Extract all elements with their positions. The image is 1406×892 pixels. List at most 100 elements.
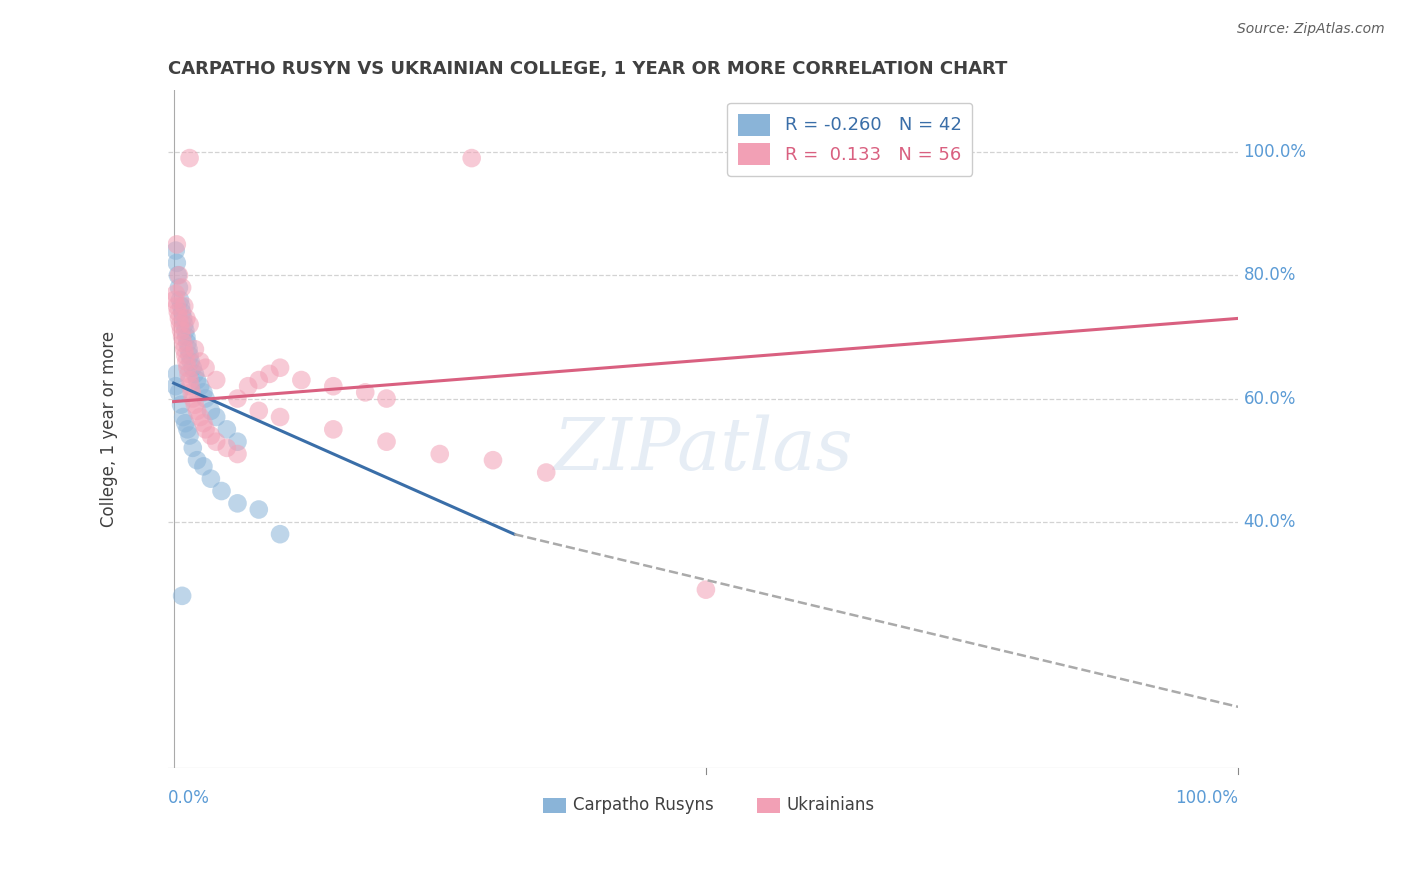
Point [188,354,211,368]
Point [429,447,451,461]
Text: Source: ZipAtlas.com: Source: ZipAtlas.com [1237,22,1385,37]
Point [460,151,482,165]
Point [173,342,195,356]
Point [226,434,249,449]
Point [269,410,291,425]
Point [193,459,215,474]
Point [170,299,193,313]
Point [176,422,198,436]
Point [177,367,200,381]
Point [173,318,195,332]
Point [176,354,198,368]
Legend: R = -0.260   N = 42, R =  0.133   N = 56: R = -0.260 N = 42, R = 0.133 N = 56 [727,103,973,176]
Point [165,379,187,393]
Point [226,496,249,510]
Point [176,336,198,351]
Point [215,422,238,436]
Point [174,348,197,362]
Point [172,410,194,425]
Point [200,472,222,486]
Point [269,360,291,375]
Point [176,360,198,375]
Point [170,398,193,412]
Point [193,385,215,400]
Point [165,286,187,301]
Text: College, 1 year or more: College, 1 year or more [100,331,118,527]
Point [188,379,211,393]
Text: 100.0%: 100.0% [1175,789,1239,807]
Point [167,268,190,283]
Point [322,379,344,393]
Point [322,422,344,436]
Point [186,373,208,387]
Point [172,330,194,344]
Point [174,324,197,338]
Text: 0.0%: 0.0% [169,789,209,807]
Point [174,416,197,430]
Point [180,354,202,368]
Point [194,422,217,436]
Point [163,293,186,307]
Text: 80.0%: 80.0% [1243,266,1296,285]
Point [179,373,201,387]
Point [354,385,377,400]
Point [247,373,270,387]
Point [179,318,201,332]
Point [259,367,281,381]
Point [200,428,222,442]
Point [186,404,208,418]
Point [211,483,233,498]
Point [375,434,398,449]
Point [695,582,717,597]
Point [205,410,228,425]
Point [170,324,193,338]
Point [172,589,194,603]
Point [166,256,188,270]
Point [184,367,207,381]
Point [186,453,208,467]
Point [205,434,228,449]
Point [247,404,270,418]
Bar [756,797,780,813]
Point [172,311,194,326]
Point [167,268,190,283]
Point [269,527,291,541]
Point [215,441,238,455]
Text: Carpatho Rusyns: Carpatho Rusyns [572,796,713,814]
Point [177,342,200,356]
Text: Ukrainians: Ukrainians [787,796,875,814]
Point [167,305,190,319]
Text: 60.0%: 60.0% [1243,390,1296,408]
Point [179,151,201,165]
Point [226,447,249,461]
Point [179,428,201,442]
Point [181,392,204,406]
Point [169,318,191,332]
Point [236,379,259,393]
Point [534,466,557,480]
Point [180,379,202,393]
Point [226,392,249,406]
Point [184,398,207,412]
Point [167,385,190,400]
Point [194,360,217,375]
Point [188,410,211,425]
Point [172,280,194,294]
Bar [543,797,567,813]
Point [176,330,198,344]
Point [200,404,222,418]
Point [176,311,198,326]
Point [166,299,188,313]
Point [167,280,190,294]
Point [184,342,207,356]
Point [482,453,505,467]
Point [290,373,312,387]
Point [247,502,270,516]
Text: ZIPatlas: ZIPatlas [554,415,853,485]
Text: 100.0%: 100.0% [1243,143,1306,161]
Point [166,367,188,381]
Point [205,373,228,387]
Point [169,293,191,307]
Point [165,244,187,258]
Point [166,237,188,252]
